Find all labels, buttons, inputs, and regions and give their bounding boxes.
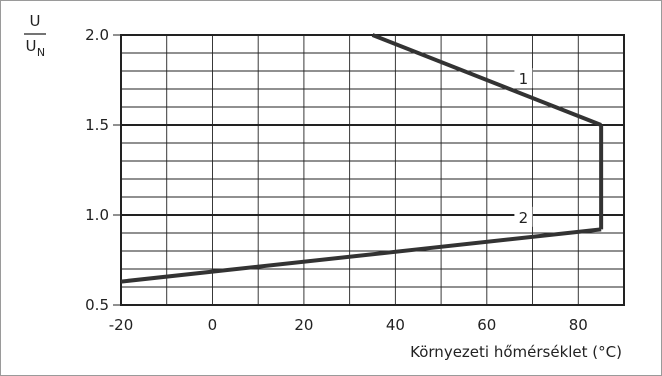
x-tick-label: 40 xyxy=(386,316,405,334)
plot-border xyxy=(120,34,625,306)
major-grid-lines xyxy=(120,34,625,306)
x-tick-label: 0 xyxy=(208,316,218,334)
series-line-1 xyxy=(371,33,602,127)
y-tick-label: 2.0 xyxy=(85,26,109,44)
x-tick-label: 60 xyxy=(477,316,496,334)
ylabel-numerator: U xyxy=(30,12,41,30)
ylabel-denominator-subscript: N xyxy=(37,46,45,59)
x-tick-label: -20 xyxy=(109,316,134,334)
series-lines: 12 xyxy=(120,33,604,284)
x-tick-label: 80 xyxy=(569,316,588,334)
ylabel-denominator: U xyxy=(26,37,37,55)
series-label-2: 2 xyxy=(519,209,529,227)
series-label-background xyxy=(514,68,533,89)
x-tick-label: 20 xyxy=(294,316,313,334)
y-tick-label: 1.0 xyxy=(85,206,109,224)
y-tick-label: 1.5 xyxy=(85,116,109,134)
y-tick-label: 0.5 xyxy=(85,296,109,314)
xlabel: Környezeti hőmérséklet (°C) xyxy=(410,343,622,361)
series-line-2 xyxy=(120,227,602,284)
series-label-1: 1 xyxy=(519,70,529,88)
series-label-background xyxy=(514,206,533,227)
tick-labels: 0.5 1.0 1.5 2.0 -20 0 20 40 60 80 xyxy=(85,26,588,334)
grid-lines xyxy=(120,34,625,306)
